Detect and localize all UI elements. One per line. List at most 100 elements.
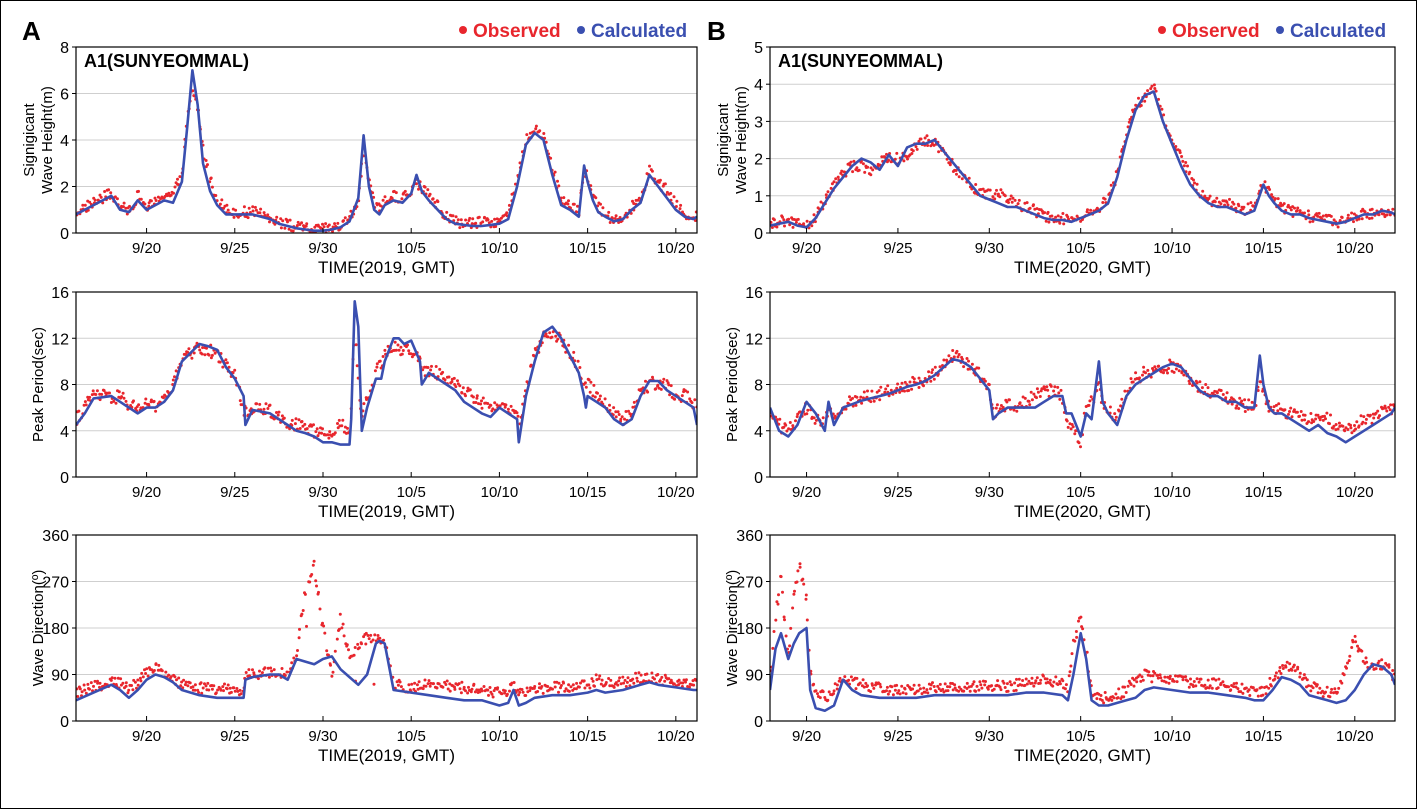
observed-point [381,198,385,202]
observed-point [974,183,978,186]
observed-point [967,176,971,180]
observed-point [829,186,833,190]
observed-point [458,687,462,691]
chart-B-hs-ylabel-1: Wave Height(m) [733,86,750,194]
observed-point [428,192,432,196]
observed-point [154,409,158,413]
observed-point [663,673,667,677]
observed-point [1162,371,1165,375]
observed-point [1323,414,1326,418]
observed-point [295,654,299,658]
observed-point [1290,668,1294,672]
observed-point [1032,684,1036,688]
observed-point [1355,420,1359,424]
observed-point [900,381,904,385]
chart-B-dir-ytick-label-1: 90 [745,668,763,685]
observed-point [855,676,859,680]
observed-point [654,387,658,391]
observed-point [1335,690,1339,694]
observed-point [179,684,183,688]
observed-point [366,634,370,637]
observed-point [833,682,837,686]
chart-A-hs-ytick-label-0: 0 [60,226,69,243]
observed-point [121,391,125,395]
observed-point [1066,425,1070,429]
observed-point [902,159,906,163]
chart-A-tp-ylabel-0: Peak Period(sec) [30,327,47,442]
observed-point [1131,380,1135,384]
observed-point [479,402,483,406]
observed-point [1117,687,1121,691]
observed-point [859,395,863,399]
observed-point [1041,674,1045,678]
observed-point [947,354,951,358]
observed-point [173,675,177,679]
observed-point [972,680,976,684]
observed-point [356,642,360,646]
observed-point [960,177,964,181]
observed-point [1235,404,1239,408]
observed-point [1368,217,1371,220]
observed-point [1027,399,1031,403]
observed-point [566,202,570,206]
observed-point [312,559,316,563]
observed-point [1217,677,1221,681]
observed-point [1103,691,1107,694]
observed-point [883,390,887,394]
observed-point [798,562,802,566]
observed-point [863,170,867,174]
observed-point [855,395,859,399]
observed-point [1279,201,1283,205]
observed-point [305,624,308,628]
observed-point [667,383,671,387]
observed-point [1178,151,1182,155]
observed-point [305,427,309,431]
legend-a-observed-marker [459,26,467,34]
observed-point [254,208,258,212]
observed-point [1025,201,1029,205]
observed-point [1142,365,1146,369]
observed-point [326,433,330,437]
observed-point [373,633,377,637]
observed-point [770,226,774,229]
observed-point [675,199,679,203]
observed-point [977,688,981,692]
observed-point [1149,674,1152,678]
observed-point [1321,418,1325,422]
observed-point [456,218,460,222]
observed-point [258,211,262,215]
observed-point [1015,409,1019,413]
observed-point [593,684,596,688]
observed-point [938,365,942,369]
observed-point [1113,412,1117,416]
observed-point [1109,183,1113,187]
observed-point [1138,376,1141,380]
observed-point [406,343,409,347]
observed-point [1317,211,1321,215]
observed-point [1165,368,1168,372]
chart-B-hs-frame [769,46,1396,234]
observed-point [1102,701,1106,705]
observed-point [525,133,529,137]
observed-point [256,677,260,681]
observed-point [275,215,279,219]
chart-B-dir-xtick-label-6: 10/20 [1336,728,1374,745]
observed-point [956,355,960,359]
observed-point [1150,680,1154,684]
observed-point [1248,694,1252,697]
observed-point [648,164,651,168]
observed-point [1234,685,1238,689]
observed-point [1374,667,1378,671]
chart-B-hs-xtick-label-4: 10/10 [1153,240,1191,257]
observed-point [635,676,639,680]
observed-point [226,208,230,212]
observed-point [1075,635,1079,639]
observed-point [298,627,301,631]
observed-point [1008,197,1012,201]
chart-B-dir-xtick-label-5: 10/15 [1245,728,1283,745]
observed-point [1070,216,1074,220]
observed-point [297,636,301,640]
observed-point [895,386,899,390]
observed-point [1030,681,1034,685]
